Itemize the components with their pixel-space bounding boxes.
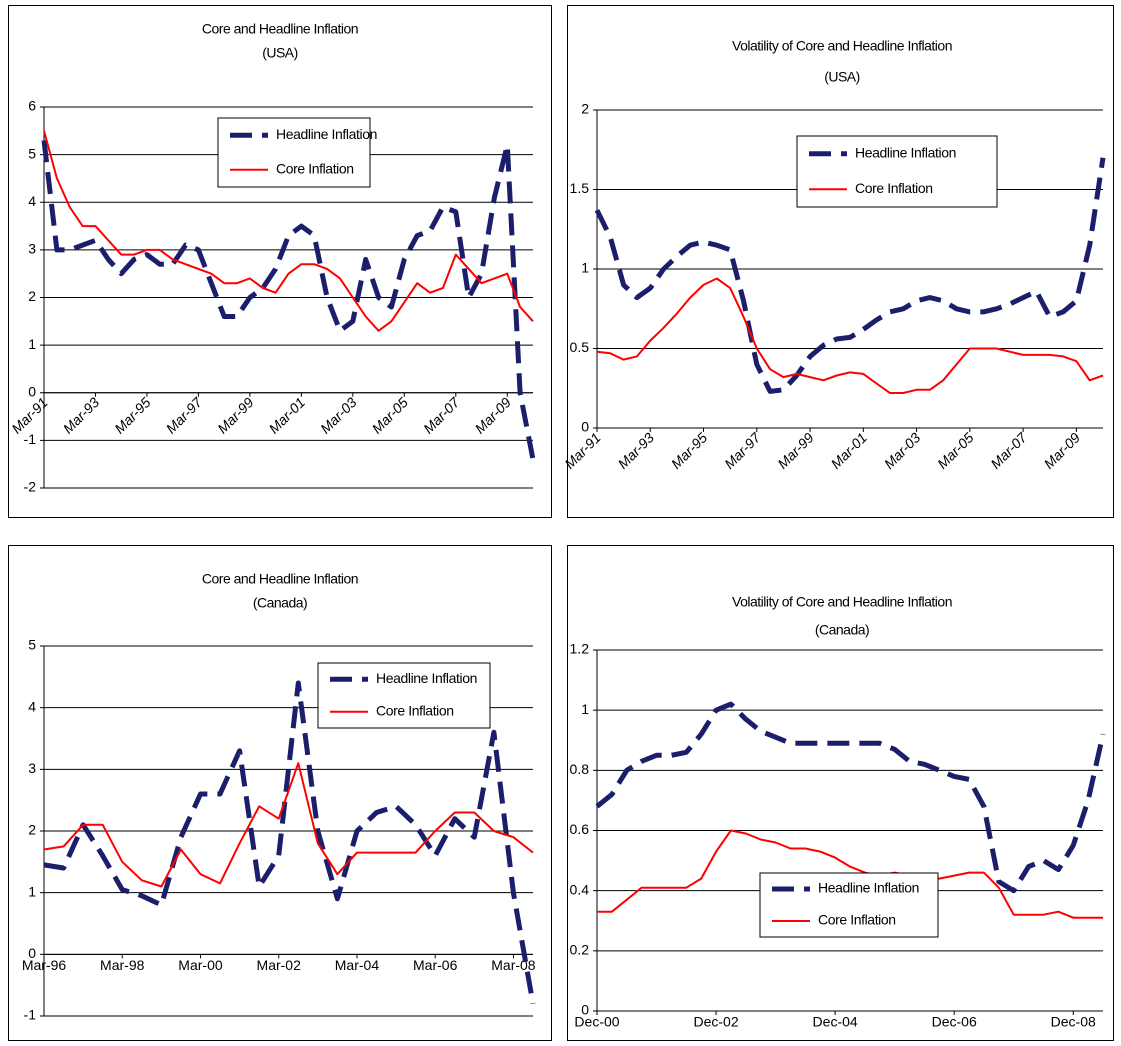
- series-line: [597, 829, 1103, 919]
- y-tick-label: 0.5: [570, 339, 590, 355]
- x-tick-label: Dec-06: [932, 1014, 977, 1030]
- series-line: [595, 701, 1106, 894]
- y-tick-label: 0: [581, 1002, 589, 1018]
- chart-panel: [567, 545, 1114, 1041]
- y-tick-label: 0: [28, 945, 36, 961]
- legend-label: Core Inflation: [276, 160, 354, 176]
- x-tick-label: Dec-02: [693, 1014, 738, 1030]
- y-tick-label: -1: [24, 1007, 37, 1023]
- series-line: [594, 157, 1106, 394]
- chart-title: Core and Headline Inflation: [202, 571, 358, 587]
- series-line: [43, 680, 536, 1005]
- chart-subtitle: (Canada): [253, 595, 307, 611]
- y-tick-label: 2: [581, 101, 589, 117]
- legend-label: Headline Inflation: [276, 126, 377, 142]
- series-line: [43, 762, 534, 888]
- chart-panel: [8, 545, 552, 1041]
- x-tick-label: Mar-00: [178, 957, 223, 973]
- x-tick-label: Mar-08: [491, 957, 536, 973]
- x-tick-label: Dec-08: [1051, 1014, 1096, 1030]
- chart-subtitle: (USA): [824, 69, 860, 85]
- chart-title: Volatility of Core and Headline Inflatio…: [732, 594, 952, 610]
- chart-title: Volatility of Core and Headline Inflatio…: [732, 38, 952, 54]
- x-tick-label: Mar-96: [22, 957, 67, 973]
- y-tick-label: -1: [24, 431, 37, 447]
- chart-title: Core and Headline Inflation: [202, 21, 358, 37]
- y-tick-label: 3: [28, 760, 36, 776]
- legend-label: Headline Inflation: [855, 144, 956, 160]
- series-line: [41, 140, 536, 460]
- legend-box: [796, 135, 998, 208]
- legend-label: Headline Inflation: [376, 670, 477, 686]
- chart-subtitle: (Canada): [815, 622, 869, 638]
- y-tick-label: 1: [28, 883, 36, 899]
- legend-label: Core Inflation: [855, 180, 933, 196]
- y-tick-label: 4: [28, 193, 36, 209]
- legend-box: [317, 662, 491, 729]
- y-tick-label: 0.8: [570, 761, 590, 777]
- chart-subtitle: (USA): [262, 45, 298, 61]
- legend-label: Core Inflation: [818, 912, 896, 928]
- y-tick-label: 0.6: [570, 821, 590, 837]
- y-tick-label: 2: [28, 822, 36, 838]
- x-tick-label: Mar-98: [100, 957, 145, 973]
- y-tick-label: 2: [28, 288, 36, 304]
- y-tick-label: 0: [581, 419, 589, 435]
- y-tick-label: 0.4: [570, 881, 590, 897]
- y-tick-label: 0.2: [570, 942, 590, 958]
- y-tick-label: 0: [28, 383, 36, 399]
- x-tick-label: Dec-00: [574, 1014, 619, 1030]
- y-tick-label: 1: [581, 260, 589, 276]
- x-tick-label: Mar-04: [335, 957, 380, 973]
- legend-label: Core Inflation: [376, 702, 454, 718]
- series-line: [596, 277, 1104, 394]
- y-tick-label: 3: [28, 241, 36, 257]
- x-tick-label: Dec-04: [813, 1014, 858, 1030]
- x-tick-label: Mar-02: [257, 957, 302, 973]
- y-tick-label: 5: [28, 637, 36, 653]
- y-tick-label: 1: [28, 336, 36, 352]
- y-tick-label: 1.5: [570, 180, 590, 196]
- y-tick-label: 4: [28, 698, 36, 714]
- legend-box: [217, 117, 371, 188]
- series-line: [43, 130, 534, 332]
- y-tick-label: 6: [28, 98, 36, 114]
- x-tick-label: Mar-06: [413, 957, 458, 973]
- legend-box: [759, 872, 939, 938]
- legend-label: Headline Inflation: [818, 880, 919, 896]
- chart-panel: [567, 5, 1114, 518]
- y-tick-label: 5: [28, 145, 36, 161]
- y-tick-label: -2: [24, 479, 37, 495]
- y-tick-label: 1.2: [570, 641, 590, 657]
- y-tick-label: 1: [581, 701, 589, 717]
